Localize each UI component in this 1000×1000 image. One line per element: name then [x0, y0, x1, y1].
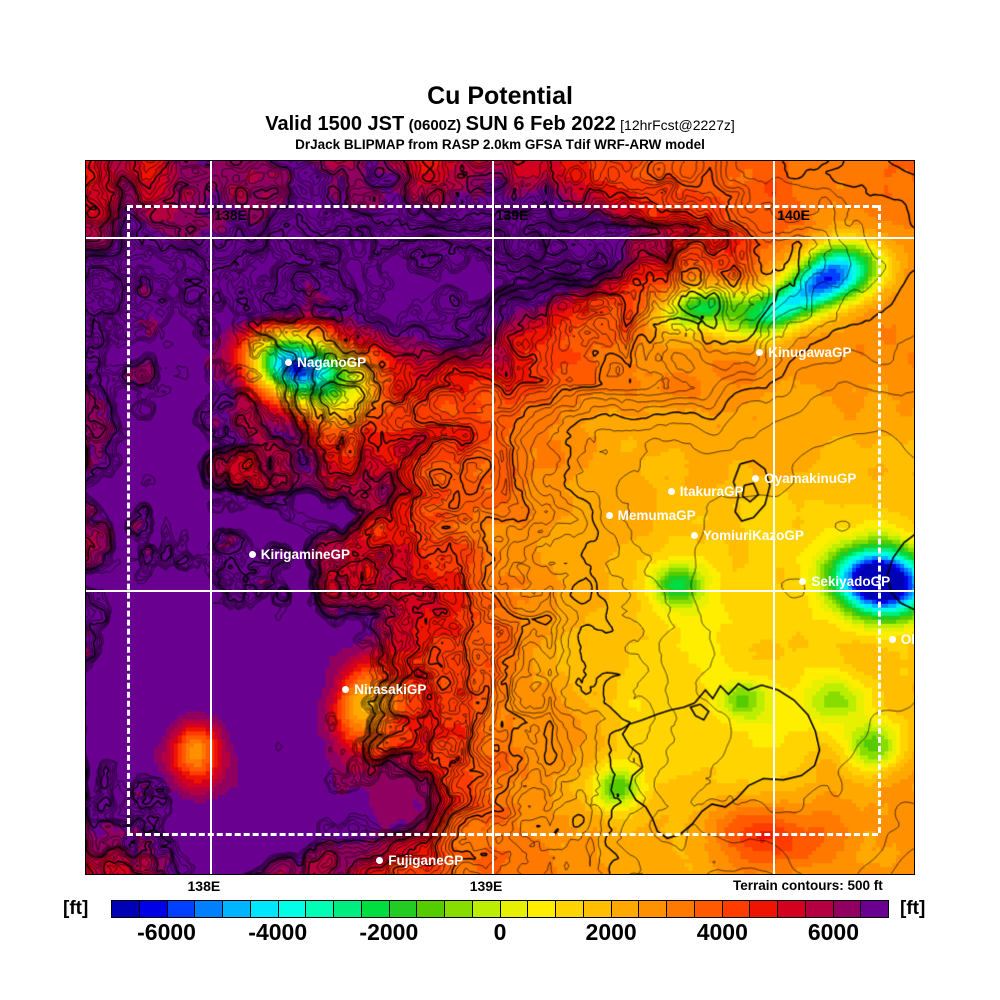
colorbar-cell	[778, 901, 806, 917]
colorbar-cell	[195, 901, 223, 917]
colorbar-cell	[306, 901, 334, 917]
colorbar-unit-left: [ft]	[63, 898, 89, 919]
model-source-line: DrJack BLIPMAP from RASP 2.0km GFSA Tdif…	[295, 137, 705, 152]
colorbar-cell	[472, 901, 501, 917]
colorbar-tick-labels: -6000 -4000 -2000 0 2000 4000 6000	[111, 919, 889, 949]
colorbar-cell	[250, 901, 279, 917]
colorbar-cell	[278, 901, 307, 917]
colorbar-cell	[639, 901, 667, 917]
colorbar-cell	[805, 901, 834, 917]
colorbar-tick: -2000	[359, 919, 419, 945]
valid-time-line: Valid 1500 JST (0600Z) SUN 6 Feb 2022 [1…	[0, 114, 1000, 134]
forecast-tag: [12hrFcst@2227z]	[620, 117, 735, 133]
colorbar-cell	[445, 901, 473, 917]
colorbar-cell	[833, 901, 862, 917]
colorbar-cell	[528, 901, 556, 917]
colorbar-cell	[417, 901, 445, 917]
colorbar-cell	[722, 901, 751, 917]
colorbar-cell	[223, 901, 251, 917]
colorbar-cell	[167, 901, 196, 917]
colorbar-cell	[139, 901, 168, 917]
map-plot-area[interactable]: 37N36N36N138E139E140ENaganoGPKinugawaGPO…	[85, 160, 915, 875]
colorbar-tick: 2000	[585, 919, 637, 945]
colorbar-tick: 4000	[696, 919, 748, 945]
colorbar-cell	[500, 901, 529, 917]
valid-time-local: Valid 1500 JST	[265, 113, 405, 135]
colorbar-cell	[667, 901, 695, 917]
colorbar-cell	[583, 901, 612, 917]
cu-potential-heatmap	[86, 161, 914, 874]
valid-date: SUN 6 Feb 2022	[465, 113, 616, 135]
colorbar-gradient-strip	[111, 900, 889, 918]
colorbar-cell	[389, 901, 418, 917]
colorbar-tick: 6000	[807, 919, 860, 945]
colorbar-cell	[334, 901, 362, 917]
colorbar-cell	[611, 901, 640, 917]
page-title: Cu Potential	[427, 82, 573, 110]
colorbar-tick: -4000	[248, 919, 308, 945]
colorbar-tick: 0	[493, 919, 507, 945]
colorbar-cell	[361, 901, 390, 917]
title-block: Cu Potential Valid 1500 JST (0600Z) SUN …	[0, 84, 1000, 152]
colorbar-unit-right: [ft]	[900, 898, 926, 919]
colorbar-tick: -6000	[137, 919, 196, 945]
colorbar: [ft] [ft] -6000 -4000 -2000 0 2000 4000 6000	[0, 898, 1000, 953]
bottom-longitude-label: 139E	[469, 878, 503, 894]
terrain-contour-note: Terrain contours: 500 ft	[733, 878, 883, 893]
bottom-longitude-label: 138E	[187, 878, 221, 894]
colorbar-cell	[112, 901, 140, 917]
colorbar-cell	[694, 901, 723, 917]
colorbar-cell	[861, 901, 888, 917]
colorbar-cell	[750, 901, 778, 917]
colorbar-cell	[556, 901, 584, 917]
valid-time-utc: (0600Z)	[408, 117, 462, 134]
